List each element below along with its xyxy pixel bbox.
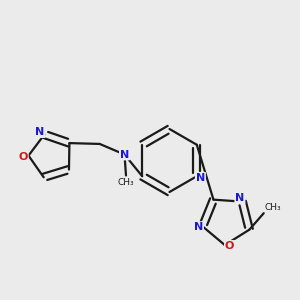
Text: N: N — [194, 222, 203, 232]
Text: CH₃: CH₃ — [264, 203, 281, 212]
Text: N: N — [235, 193, 244, 203]
Text: N: N — [35, 127, 44, 137]
Text: N: N — [196, 173, 205, 183]
Text: N: N — [120, 149, 129, 160]
Text: O: O — [18, 152, 28, 162]
Text: CH₃: CH₃ — [118, 178, 134, 187]
Text: O: O — [225, 241, 234, 251]
